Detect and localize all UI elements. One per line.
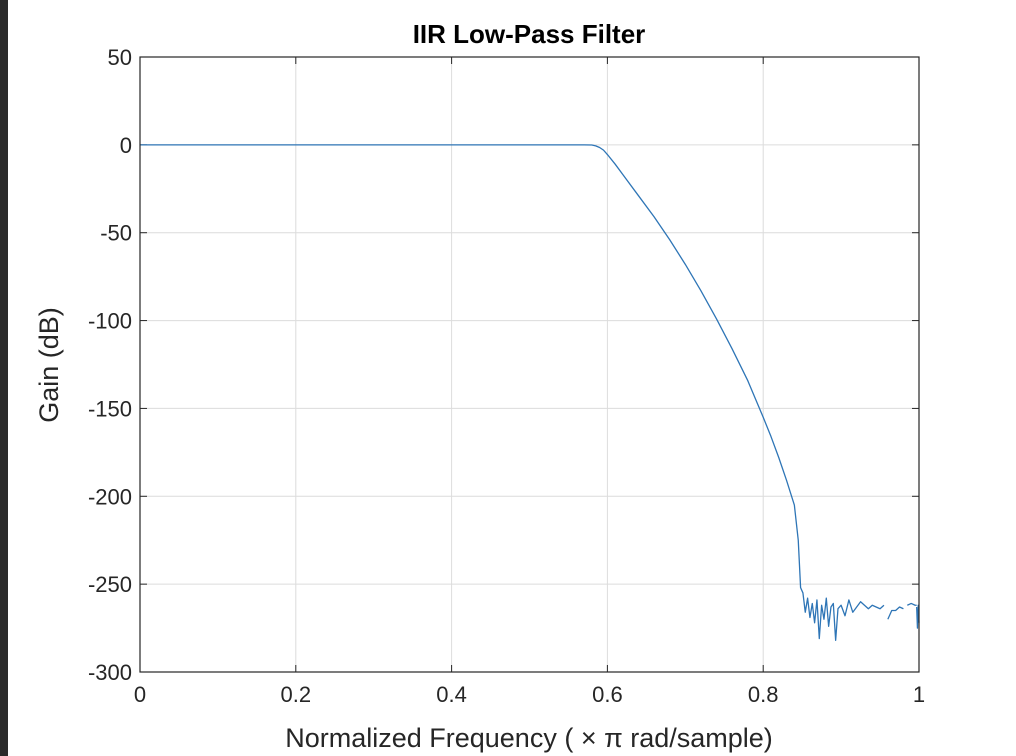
x-tick-label: 1 (913, 682, 925, 707)
x-tick-label: 0.4 (436, 682, 467, 707)
y-tick-label: -50 (100, 221, 132, 246)
y-tick-label: -100 (88, 309, 132, 334)
x-tick-label: 0.2 (281, 682, 312, 707)
chart-title: IIR Low-Pass Filter (413, 19, 646, 49)
y-tick-label: -250 (88, 572, 132, 597)
gain-response-line (887, 606, 904, 620)
x-tick-label: 0.6 (592, 682, 623, 707)
gain-response-line (907, 602, 917, 606)
y-tick-label: -150 (88, 396, 132, 421)
y-tick-labels: 50 0 -50 -100 -150 -200 -250 -300 (88, 45, 132, 685)
x-tick-labels: 0 0.2 0.4 0.6 0.8 1 (134, 682, 925, 707)
y-tick-label: 0 (120, 133, 132, 158)
y-tick-label: -300 (88, 660, 132, 685)
x-tick-label: 0 (134, 682, 146, 707)
y-tick-label: 50 (108, 45, 132, 70)
x-axis-label: Normalized Frequency ( × π rad/sample) (285, 723, 773, 753)
plot-area (140, 57, 919, 672)
y-tick-label: -200 (88, 484, 132, 509)
axes-box (139, 56, 920, 673)
gain-response-line (140, 144, 885, 642)
y-axis-label: Gain (dB) (34, 307, 64, 423)
window-edge (0, 0, 8, 756)
x-tick-label: 0.8 (748, 682, 779, 707)
